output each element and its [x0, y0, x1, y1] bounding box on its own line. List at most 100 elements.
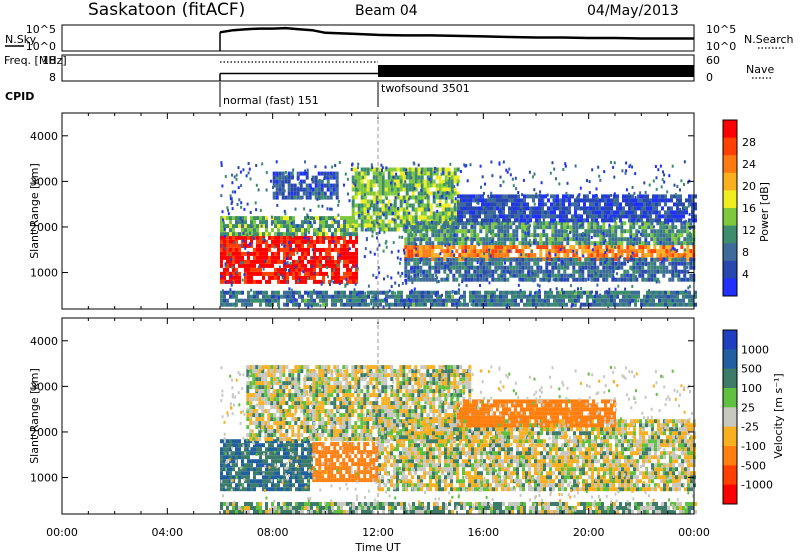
- heatmap-cell: [436, 294, 439, 299]
- heatmap-cell: [332, 280, 335, 284]
- heatmap-cell: [326, 179, 330, 184]
- heatmap-cell: [604, 261, 607, 264]
- heatmap-cell: [499, 298, 502, 303]
- heatmap-cell: [320, 282, 323, 286]
- heatmap-cell: [494, 265, 498, 270]
- heatmap-cell: [659, 261, 663, 266]
- heatmap-cell: [601, 206, 604, 211]
- heatmap-cell: [596, 229, 600, 234]
- heatmap-cell: [584, 261, 588, 266]
- heatmap-cell: [253, 447, 256, 452]
- heatmap-cell: [596, 225, 600, 230]
- heatmap-cell: [668, 277, 672, 282]
- heatmap-cell: [409, 231, 412, 235]
- heatmap-cell: [381, 223, 385, 228]
- heatmap-cell: [602, 249, 606, 254]
- heatmap-cell: [659, 237, 663, 242]
- heatmap-cell: [366, 179, 370, 184]
- heatmap-cell: [582, 232, 584, 235]
- heatmap-cell: [349, 251, 352, 256]
- heatmap-cell: [521, 245, 525, 250]
- heatmap-cell: [253, 471, 256, 476]
- heatmap-cell: [663, 257, 666, 261]
- heatmap-cell: [405, 215, 409, 220]
- heatmap-cell: [429, 167, 433, 172]
- heatmap-cell: [253, 255, 256, 260]
- heatmap-cell: [301, 294, 304, 299]
- heatmap-cell: [479, 253, 483, 258]
- heatmap-cell: [505, 298, 508, 303]
- heatmap-cell: [285, 280, 288, 284]
- heatmap-cell: [298, 181, 301, 185]
- heatmap-cell: [271, 455, 274, 460]
- heatmap-cell: [257, 265, 260, 269]
- heatmap-cell: [596, 197, 599, 201]
- heatmap-cell: [676, 185, 679, 188]
- heatmap-cell: [662, 245, 666, 250]
- heatmap-cell: [548, 273, 552, 278]
- heatmap-cell: [664, 214, 667, 219]
- heatmap-cell: [268, 455, 271, 460]
- heatmap-cell: [307, 247, 310, 252]
- heatmap-cell: [440, 257, 444, 262]
- heatmap-cell: [584, 265, 588, 270]
- heatmap-cell: [517, 206, 520, 211]
- heatmap-cell: [676, 206, 679, 211]
- heatmap-cell: [648, 201, 651, 204]
- heatmap-cell: [542, 277, 546, 282]
- heatmap-cell: [318, 197, 321, 201]
- heatmap-cell: [302, 187, 306, 192]
- heatmap-cell: [470, 273, 474, 278]
- heatmap-cell: [478, 198, 481, 203]
- cpid-mode-label: normal (fast) 151: [223, 94, 319, 107]
- heatmap-cell: [382, 290, 385, 295]
- heatmap-cell: [446, 221, 450, 226]
- heatmap-cell: [680, 229, 684, 234]
- heatmap-cell: [610, 298, 613, 303]
- heatmap-cell: [545, 221, 549, 226]
- heatmap-cell: [262, 275, 265, 280]
- heatmap-cell: [605, 233, 609, 238]
- heatmap-cell: [457, 298, 460, 303]
- heatmap-cell: [545, 273, 549, 278]
- heatmap-cell: [503, 221, 507, 226]
- heatmap-cell: [328, 294, 331, 299]
- heatmap-cell: [325, 294, 328, 299]
- heatmap-cell: [653, 265, 657, 270]
- heatmap-cell: [652, 210, 655, 215]
- heatmap-cell: [223, 483, 226, 488]
- heatmap-cell: [542, 229, 545, 233]
- heatmap-cell: [452, 273, 456, 278]
- heatmap-cell: [596, 233, 600, 238]
- heatmap-cell: [296, 171, 300, 176]
- heatmap-cell: [589, 214, 592, 219]
- heatmap-cell: [680, 233, 684, 238]
- heatmap-cell: [226, 243, 229, 248]
- heatmap-cell: [329, 187, 333, 192]
- cpid-label: CPID: [5, 90, 34, 103]
- heatmap-cell: [488, 252, 491, 256]
- heatmap-cell: [611, 241, 615, 246]
- heatmap-cell: [237, 166, 240, 170]
- heatmap-cell: [671, 253, 675, 258]
- heatmap-cell: [455, 269, 459, 274]
- heatmap-cell: [534, 291, 537, 295]
- heatmap-cell: [465, 284, 468, 288]
- heatmap-cell: [226, 455, 229, 460]
- heatmap-cell: [431, 277, 435, 282]
- heatmap-cell: [336, 466, 340, 471]
- heatmap-cell: [494, 241, 498, 246]
- heatmap-cell: [644, 239, 647, 242]
- heatmap-cell: [497, 273, 501, 278]
- heatmap-cell: [390, 191, 394, 196]
- heatmap-cell: [559, 302, 562, 307]
- heatmap-cell: [247, 302, 250, 307]
- heatmap-cell: [551, 161, 554, 165]
- heatmap-cell: [488, 273, 492, 278]
- heatmap-cell: [312, 446, 316, 451]
- heatmap-cell: [445, 290, 448, 295]
- heatmap-cell: [544, 294, 547, 299]
- heatmap-cell: [559, 214, 562, 219]
- heatmap-cell: [604, 214, 607, 219]
- heatmap-cell: [658, 294, 661, 299]
